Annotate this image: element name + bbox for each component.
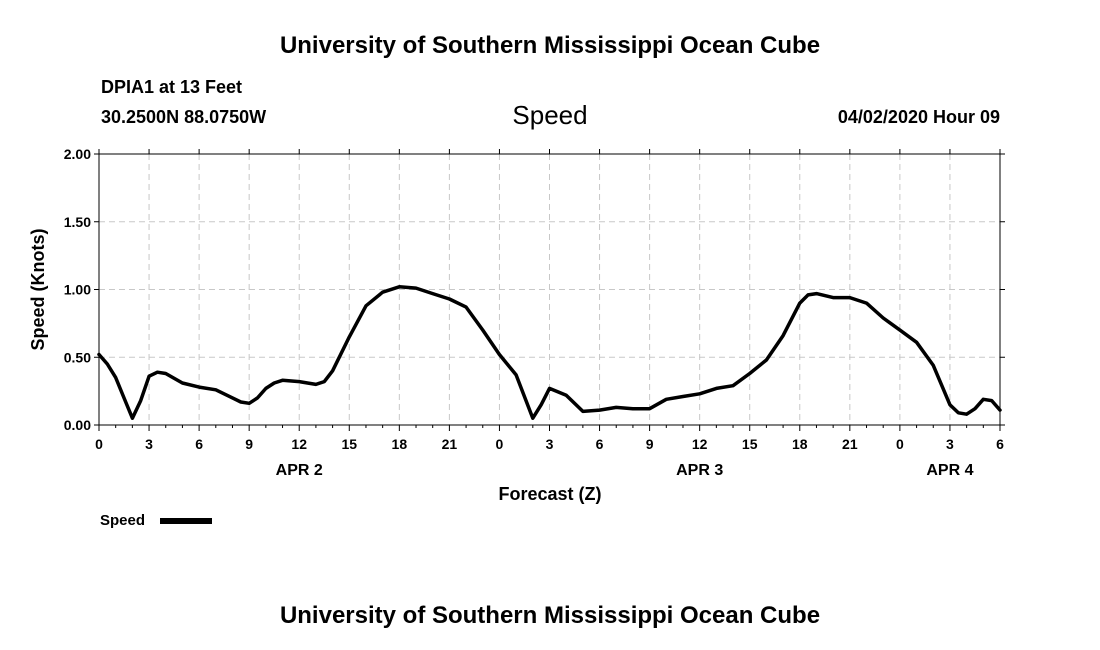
chart-title: Speed: [512, 100, 588, 130]
x-tick-label: 9: [245, 436, 253, 452]
y-tick-label: 1.00: [64, 282, 91, 298]
day-label: APR 2: [276, 462, 323, 479]
y-tick-label: 0.00: [64, 417, 91, 433]
x-tick-label: 18: [792, 436, 808, 452]
x-tick-label: 0: [95, 436, 103, 452]
x-tick-label: 3: [546, 436, 554, 452]
station-name: DPIA1 at 13 Feet: [101, 77, 243, 97]
x-tick-label: 0: [896, 436, 904, 452]
page-title: University of Southern Mississippi Ocean…: [279, 32, 821, 59]
axis-ticks: 0.00 0.50 1.00 1.50 2.00 0 3 6 9 12 15 18 21 0 3 6 9 12 15…: [64, 146, 1005, 479]
footer-title: University of Southern Mississippi Ocean…: [279, 602, 821, 629]
x-tick-label: 18: [392, 436, 408, 452]
x-tick-label: 6: [195, 436, 203, 452]
x-tick-label: 15: [341, 436, 357, 452]
x-axis-title: Forecast (Z): [498, 484, 601, 504]
legend-label: Speed: [100, 512, 145, 529]
series-group: [97, 285, 1002, 420]
y-axis-title: Speed (Knots): [28, 228, 48, 350]
x-tick-label: 12: [291, 436, 307, 452]
x-tick-label: 6: [596, 436, 604, 452]
x-tick-label: 0: [496, 436, 504, 452]
series-line-speed: [97, 285, 1002, 420]
y-tick-label: 1.50: [64, 214, 91, 230]
x-tick-label: 3: [145, 436, 153, 452]
x-tick-label: 9: [646, 436, 654, 452]
grid-lines: [99, 154, 1000, 425]
x-tick-label: 21: [442, 436, 458, 452]
day-label: APR 4: [926, 462, 973, 479]
y-tick-label: 0.50: [64, 349, 91, 365]
y-tick-label: 2.00: [64, 146, 91, 162]
forecast-datetime: 04/02/2020 Hour 09: [837, 107, 1000, 127]
x-tick-label: 6: [996, 436, 1004, 452]
x-tick-label: 15: [742, 436, 758, 452]
x-tick-label: 21: [842, 436, 858, 452]
x-tick-label: 3: [946, 436, 954, 452]
station-coordinates: 30.2500N 88.0750W: [101, 107, 267, 127]
day-label: APR 3: [676, 462, 723, 479]
x-tick-label: 12: [692, 436, 708, 452]
